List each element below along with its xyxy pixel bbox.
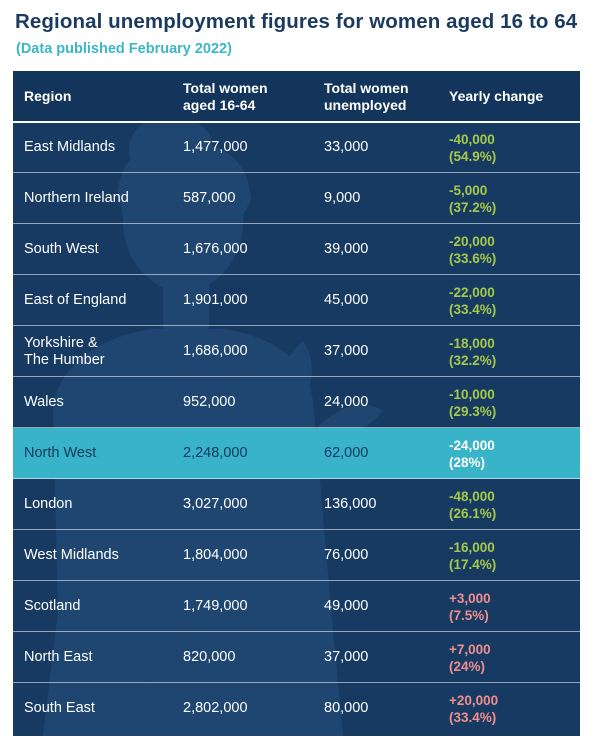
unemployment-table: Region Total women aged 16-64 Total wome… (13, 71, 580, 736)
row-divider (13, 478, 580, 479)
row-women-unemployed: 9,000 (324, 190, 361, 206)
row-divider (13, 376, 580, 377)
row-yearly-change: -16,000 (17.4%) (449, 539, 497, 572)
row-total-women: 2,802,000 (183, 700, 248, 716)
row-region: Scotland (24, 598, 81, 614)
row-women-unemployed: 24,000 (324, 394, 369, 410)
row-women-unemployed: 76,000 (324, 547, 369, 563)
row-region: East Midlands (24, 139, 116, 155)
row-yearly-change: -5,000 (37.2%) (449, 182, 497, 215)
row-region: Northern Ireland (24, 190, 129, 206)
row-divider (13, 580, 580, 581)
row-region: South West (24, 241, 99, 257)
row-region: Wales (24, 394, 64, 410)
row-total-women: 587,000 (183, 190, 236, 206)
row-region: West Midlands (24, 547, 119, 563)
table-row: North West 2,248,000 62,000 -24,000 (28%) (13, 428, 580, 479)
row-region: London (24, 496, 73, 512)
table-row: North East 820,000 37,000 +7,000 (24%) (13, 632, 580, 683)
table-header: Region Total women aged 16-64 Total wome… (13, 71, 580, 122)
row-divider (13, 223, 580, 224)
row-total-women: 1,477,000 (183, 139, 248, 155)
row-yearly-change: -24,000 (28%) (449, 437, 495, 470)
row-divider (13, 529, 580, 530)
row-yearly-change: -40,000 (54.9%) (449, 131, 497, 164)
row-women-unemployed: 45,000 (324, 292, 369, 308)
row-total-women: 1,749,000 (183, 598, 248, 614)
row-women-unemployed: 33,000 (324, 139, 369, 155)
row-divider (13, 631, 580, 632)
header-region: Region (24, 88, 72, 104)
row-total-women: 1,676,000 (183, 241, 248, 257)
row-yearly-change: -18,000 (32.2%) (449, 335, 497, 368)
row-divider (13, 274, 580, 275)
row-women-unemployed: 136,000 (324, 496, 377, 512)
row-divider (13, 427, 580, 428)
row-yearly-change: -48,000 (26.1%) (449, 488, 497, 521)
table-row: West Midlands 1,804,000 76,000 -16,000 (17.… (13, 530, 580, 581)
row-women-unemployed: 39,000 (324, 241, 369, 257)
table-row: South East 2,802,000 80,000 +20,000 (33.4%) (13, 683, 580, 734)
header-divider (13, 121, 580, 123)
page-subtitle: (Data published February 2022) (16, 41, 232, 57)
row-region: North East (24, 649, 93, 665)
table-row: Scotland 1,749,000 49,000 +3,000 (7.5%) (13, 581, 580, 632)
row-region: North West (24, 445, 97, 461)
table-row: London 3,027,000 136,000 -48,000 (26.1%) (13, 479, 580, 530)
row-yearly-change: +3,000 (7.5%) (449, 590, 491, 623)
table-row: East of England 1,901,000 45,000 -22,000 (3… (13, 275, 580, 326)
row-divider (13, 682, 580, 683)
row-yearly-change: -22,000 (33.4%) (449, 284, 497, 317)
row-total-women: 952,000 (183, 394, 236, 410)
page-title: Regional unemployment figures for women … (15, 10, 578, 33)
table-row: South West 1,676,000 39,000 -20,000 (33.6%) (13, 224, 580, 275)
row-yearly-change: -20,000 (33.6%) (449, 233, 497, 266)
row-yearly-change: +20,000 (33.4%) (449, 692, 499, 725)
row-women-unemployed: 49,000 (324, 598, 369, 614)
row-total-women: 1,901,000 (183, 292, 248, 308)
row-women-unemployed: 80,000 (324, 700, 369, 716)
table-card: Region Total women aged 16-64 Total wome… (13, 71, 580, 736)
row-divider (13, 325, 580, 326)
row-total-women: 820,000 (183, 649, 236, 665)
table-row: Yorkshire & The Humber 1,686,000 37,000 -18… (13, 326, 580, 377)
row-women-unemployed: 37,000 (324, 649, 369, 665)
row-yearly-change: +7,000 (24%) (449, 641, 491, 674)
row-total-women: 3,027,000 (183, 496, 248, 512)
header-total-unemployed: Total women unemployed (324, 79, 409, 113)
row-women-unemployed: 37,000 (324, 343, 369, 359)
row-yearly-change: -10,000 (29.3%) (449, 386, 497, 419)
table-row: Wales 952,000 24,000 -10,000 (29.3%) (13, 377, 580, 428)
table-row: East Midlands 1,477,000 33,000 -40,000 (54.… (13, 122, 580, 173)
row-divider (13, 172, 580, 173)
header-total-women: Total women aged 16-64 (183, 79, 268, 113)
row-region: Yorkshire & The Humber (24, 334, 105, 368)
row-total-women: 1,686,000 (183, 343, 248, 359)
table-row: Northern Ireland 587,000 9,000 -5,000 (37.2… (13, 173, 580, 224)
row-total-women: 1,804,000 (183, 547, 248, 563)
header-yearly-change: Yearly change (449, 88, 544, 104)
row-total-women: 2,248,000 (183, 445, 248, 461)
row-region: East of England (24, 292, 127, 308)
row-women-unemployed: 62,000 (324, 445, 369, 461)
row-region: South East (24, 700, 95, 716)
